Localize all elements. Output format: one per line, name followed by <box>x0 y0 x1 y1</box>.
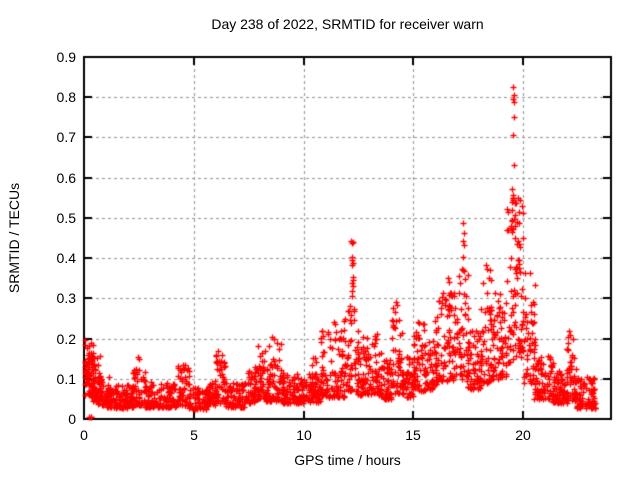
y-tick-label: 0.4 <box>56 250 76 266</box>
x-tick-label: 0 <box>80 427 88 443</box>
y-tick-label: 0.5 <box>56 210 76 226</box>
y-tick-label: 0.8 <box>56 89 76 105</box>
y-tick-label: 0.6 <box>56 170 76 186</box>
x-tick-label: 15 <box>405 427 421 443</box>
y-tick-label: 0.1 <box>56 371 76 387</box>
x-tick-label: 5 <box>190 427 198 443</box>
x-axis-label: GPS time / hours <box>294 452 401 468</box>
x-tick-label: 10 <box>296 427 312 443</box>
x-tick-label: 20 <box>515 427 531 443</box>
y-axis-label: SRMTID / TECUs <box>6 182 22 294</box>
y-tick-label: 0 <box>68 411 76 427</box>
y-tick-label: 0.2 <box>56 331 76 347</box>
y-tick-label: 0.3 <box>56 290 76 306</box>
chart-title: Day 238 of 2022, SRMTID for receiver war… <box>211 16 484 32</box>
y-tick-label: 0.7 <box>56 129 76 145</box>
y-tick-label: 0.9 <box>56 49 76 65</box>
